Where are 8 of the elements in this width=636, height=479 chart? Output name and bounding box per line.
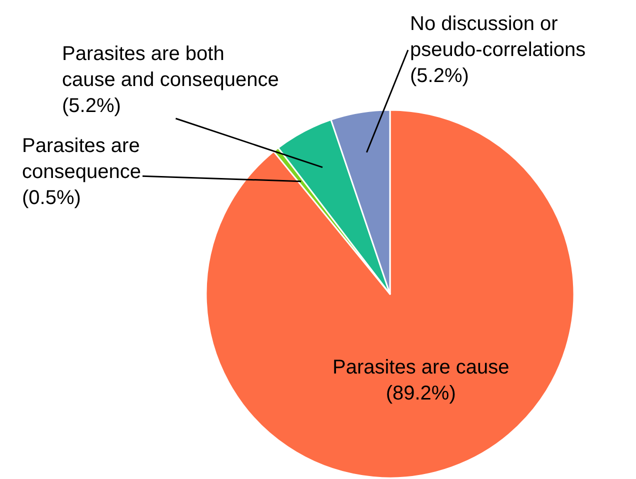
- data-label: (5.2%): [62, 95, 121, 117]
- data-label: (0.5%): [22, 187, 81, 209]
- slice-label: Parasites are cause: [332, 356, 510, 379]
- slice-label: No discussion or pseudo-correlations: [410, 13, 586, 61]
- slice-label: Parasites are consequence: [22, 135, 141, 183]
- data-label: (5.2%): [410, 65, 469, 87]
- data-label: (89.2%): [386, 382, 456, 405]
- slice-label: Parasites are both cause and consequence: [62, 43, 279, 91]
